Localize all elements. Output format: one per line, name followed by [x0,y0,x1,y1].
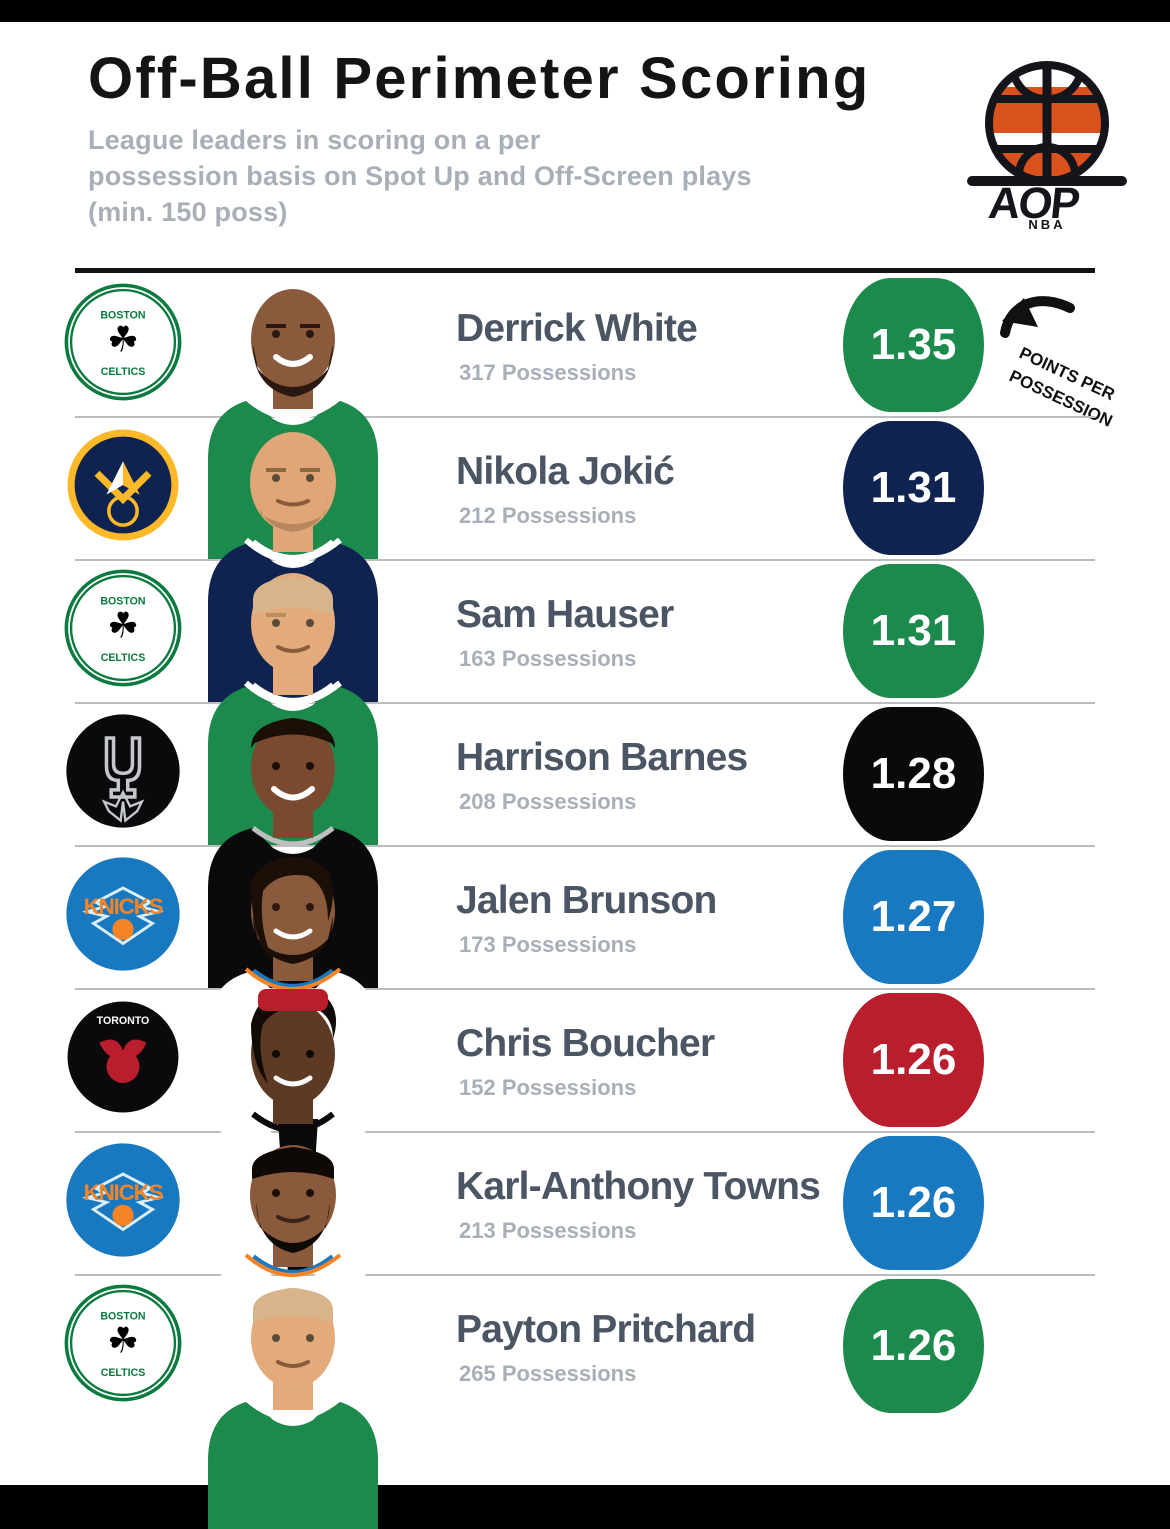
svg-text:TORONTO: TORONTO [97,1015,150,1027]
svg-text:NBA: NBA [1028,217,1065,230]
svg-text:☘: ☘ [107,606,139,645]
svg-text:☘: ☘ [107,1321,139,1360]
svg-text:KNICKS: KNICKS [84,894,164,919]
svg-text:KNICKS: KNICKS [84,1180,164,1205]
svg-text:☘: ☘ [107,320,139,359]
svg-text:CELTICS: CELTICS [101,366,146,378]
svg-text:CELTICS: CELTICS [101,1367,146,1379]
svg-text:CELTICS: CELTICS [101,652,146,664]
